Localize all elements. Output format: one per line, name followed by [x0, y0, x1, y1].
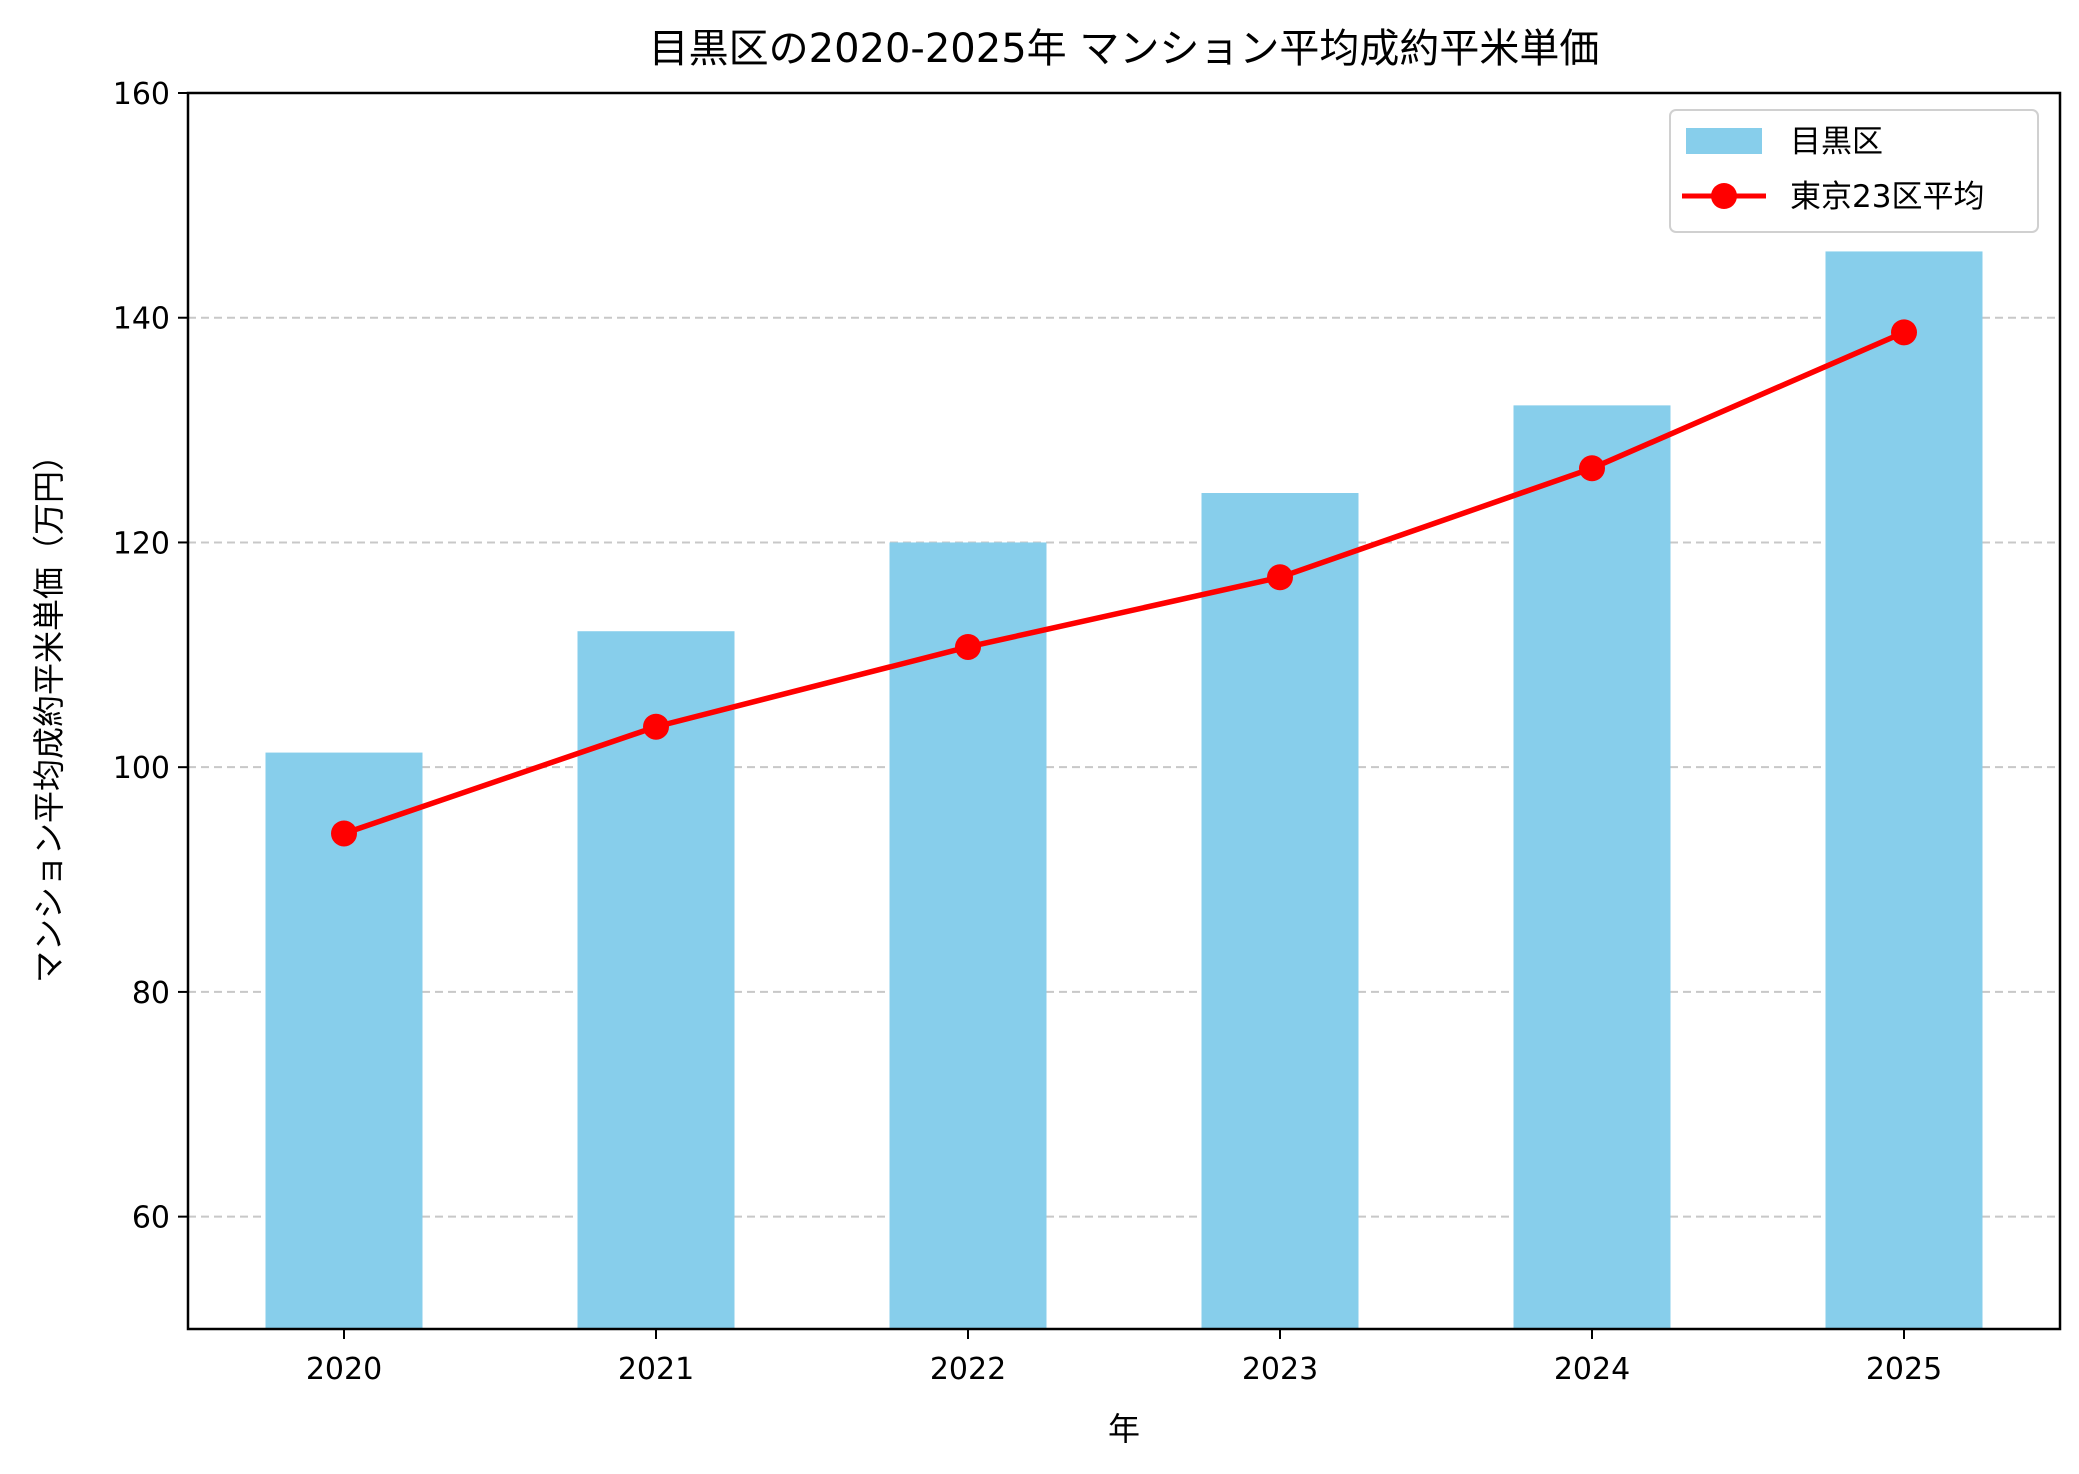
- line-point-2024: [1579, 455, 1605, 482]
- y-tick-label: 120: [113, 526, 170, 561]
- x-tick-label: 2024: [1554, 1352, 1630, 1387]
- line-point-2022: [955, 633, 981, 660]
- legend-label-line: 東京23区平均: [1790, 179, 1984, 215]
- line-path: [343, 329, 1906, 837]
- legend-swatch-bar: [1686, 128, 1762, 154]
- legend: 目黒区 東京23区平均: [1669, 109, 2039, 233]
- y-axis: 60 80 100 120 140 160: [113, 77, 188, 1236]
- line-point-2020: [331, 820, 357, 847]
- y-tick-label: 100: [113, 751, 170, 786]
- grid-lines: [188, 316, 2060, 1218]
- y-tick-label: 140: [113, 302, 170, 337]
- x-axis: 2020 2021 2022 2023 2024 2025: [306, 1329, 1942, 1387]
- line-point-2023: [1267, 564, 1293, 591]
- bars: [265, 251, 1983, 1330]
- bar-2023: [1201, 493, 1359, 1330]
- bar-2022: [889, 542, 1047, 1329]
- line-point-2021: [643, 713, 669, 740]
- y-tick-label: 160: [113, 77, 170, 112]
- x-tick-label: 2023: [1242, 1352, 1318, 1387]
- plot-frame: [186, 91, 2062, 1331]
- x-axis-label: 年: [1108, 1410, 1140, 1448]
- legend-label-bar: 目黒区: [1790, 124, 1883, 160]
- x-tick-label: 2022: [930, 1352, 1006, 1387]
- bar-2020: [265, 752, 423, 1329]
- bar-2024: [1513, 405, 1671, 1329]
- y-tick-label: 60: [132, 1201, 170, 1236]
- x-tick-label: 2020: [306, 1352, 382, 1387]
- chart-title: 目黒区の2020-2025年 マンション平均成約平米単価: [649, 26, 1600, 72]
- y-axis-label: マンション平均成約平米単価（万円）: [30, 439, 68, 983]
- line-point-2025: [1891, 319, 1917, 346]
- legend-swatch-marker: [1711, 183, 1737, 209]
- y-tick-label: 80: [132, 976, 170, 1011]
- x-tick-label: 2025: [1866, 1352, 1942, 1387]
- line-series: [331, 319, 1917, 847]
- bar-2025: [1825, 251, 1983, 1329]
- x-tick-label: 2021: [618, 1352, 694, 1387]
